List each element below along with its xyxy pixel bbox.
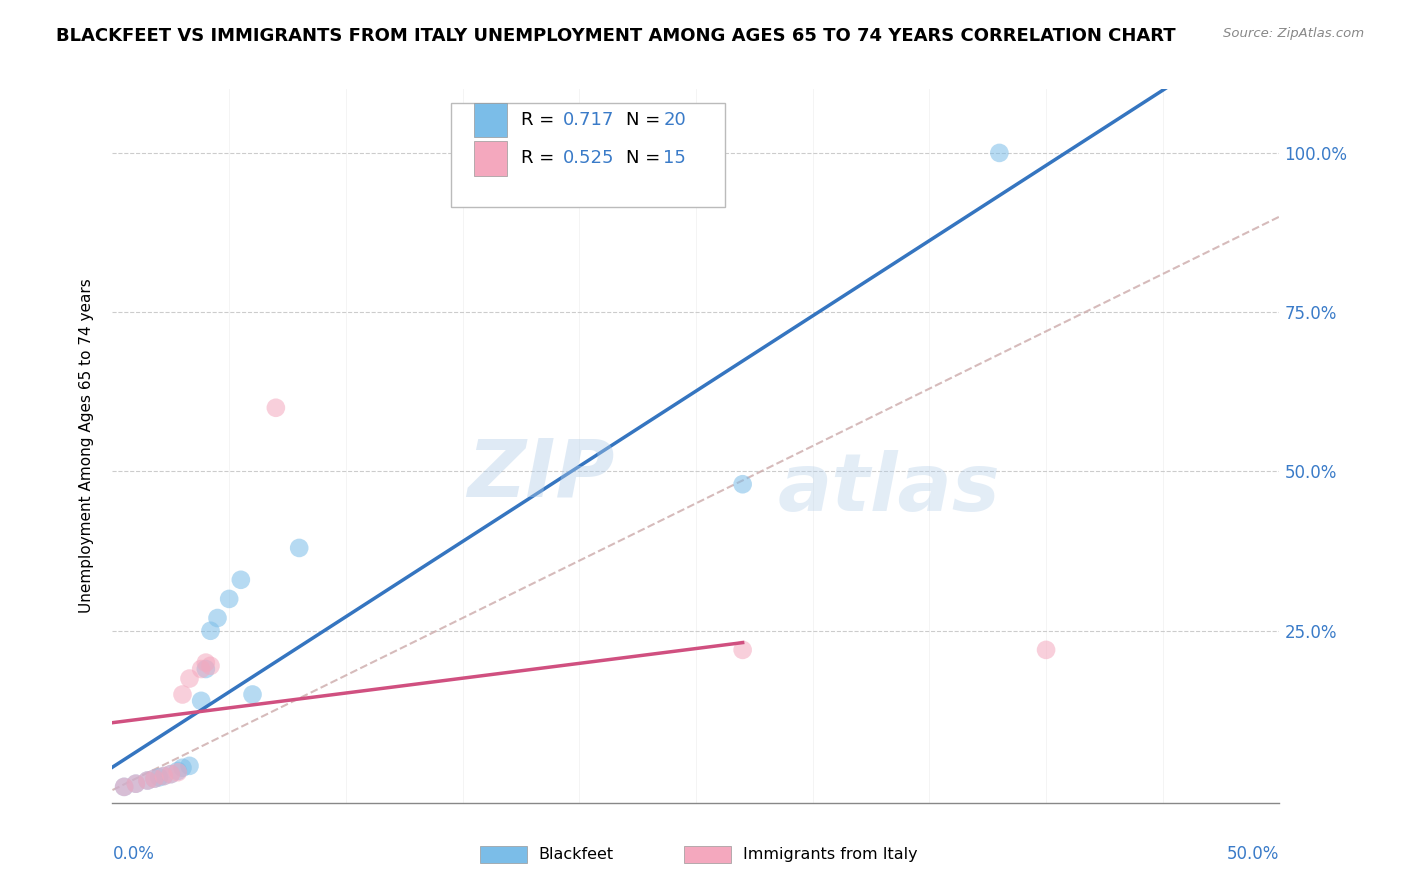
Point [160, 767, 183, 781]
Text: Blackfeet: Blackfeet [538, 847, 613, 862]
Text: Source: ZipAtlas.com: Source: ZipAtlas.com [1223, 27, 1364, 40]
FancyBboxPatch shape [479, 846, 527, 863]
Point [288, 541, 311, 555]
Point [190, 694, 212, 708]
Point [242, 688, 264, 702]
Point [194, 662, 217, 676]
Point [166, 764, 188, 778]
Point [125, 777, 148, 791]
FancyBboxPatch shape [451, 103, 725, 207]
FancyBboxPatch shape [474, 141, 508, 176]
Point [264, 401, 287, 415]
Point [160, 767, 183, 781]
Point [179, 672, 201, 686]
Text: 15: 15 [664, 150, 686, 168]
Text: 0.717: 0.717 [562, 111, 614, 128]
Point [229, 573, 252, 587]
Text: atlas: atlas [778, 450, 1001, 528]
Point [148, 770, 170, 784]
FancyBboxPatch shape [474, 103, 508, 137]
Text: 50.0%: 50.0% [1227, 846, 1279, 863]
Point [179, 759, 201, 773]
Point [988, 145, 1011, 160]
Point [200, 624, 222, 638]
Point [136, 773, 159, 788]
Point [136, 773, 159, 788]
FancyBboxPatch shape [685, 846, 731, 863]
Point [143, 772, 166, 786]
Point [153, 769, 176, 783]
Point [112, 780, 135, 794]
Point [1035, 643, 1057, 657]
Point [112, 780, 135, 794]
Point [194, 656, 217, 670]
Point [218, 591, 240, 606]
Text: 20: 20 [664, 111, 686, 128]
Text: N =: N = [626, 111, 666, 128]
Text: R =: R = [520, 150, 560, 168]
Point [172, 761, 194, 775]
Text: ZIP: ZIP [467, 435, 614, 514]
Text: R =: R = [520, 111, 560, 128]
Point [731, 477, 754, 491]
Point [143, 772, 166, 786]
Point [172, 688, 194, 702]
Text: 0.525: 0.525 [562, 150, 614, 168]
Point [153, 769, 176, 783]
Point [207, 611, 229, 625]
Text: BLACKFEET VS IMMIGRANTS FROM ITALY UNEMPLOYMENT AMONG AGES 65 TO 74 YEARS CORREL: BLACKFEET VS IMMIGRANTS FROM ITALY UNEMP… [56, 27, 1175, 45]
Y-axis label: Unemployment Among Ages 65 to 74 years: Unemployment Among Ages 65 to 74 years [79, 278, 94, 614]
Point [125, 777, 148, 791]
Point [200, 658, 222, 673]
Point [190, 662, 212, 676]
Text: Immigrants from Italy: Immigrants from Italy [742, 847, 917, 862]
Text: 0.0%: 0.0% [112, 846, 155, 863]
Text: N =: N = [626, 150, 666, 168]
Point [166, 765, 188, 780]
Point [731, 643, 754, 657]
